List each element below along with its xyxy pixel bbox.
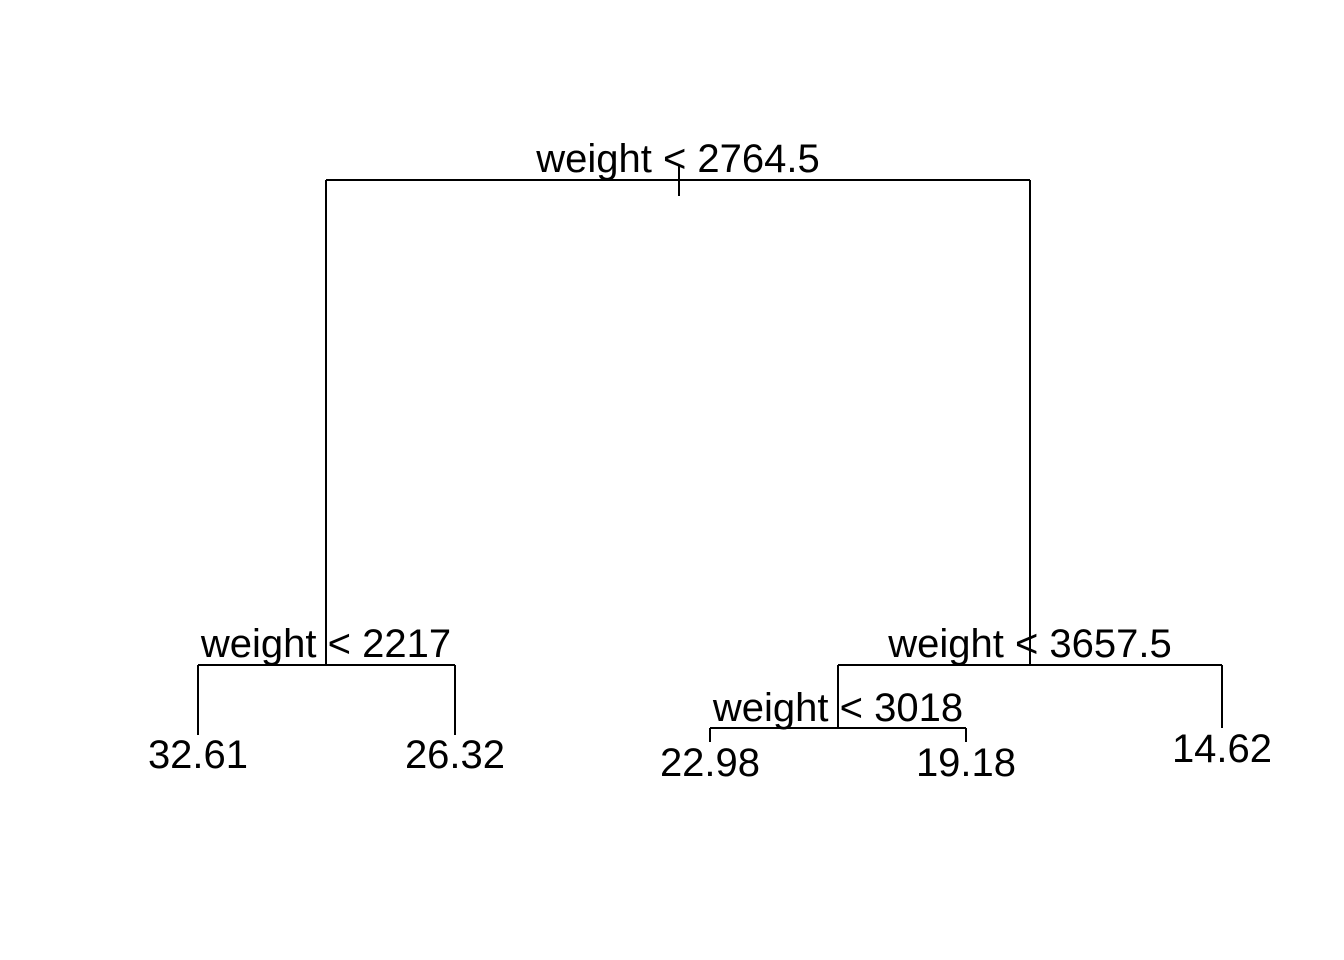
leaf-value-label: 19.18 <box>916 741 1016 785</box>
root-split-label: weight < 2764.5 <box>535 137 820 181</box>
right-split-label: weight < 3657.5 <box>887 622 1172 666</box>
right-left-split-label: weight < 3018 <box>712 686 963 730</box>
leaf-value-label: 22.98 <box>660 741 760 785</box>
leaf-value-label: 32.61 <box>148 733 248 777</box>
leaf-value-label: 14.62 <box>1172 727 1272 771</box>
leaf-value-label: 26.32 <box>405 733 505 777</box>
left-split-label: weight < 2217 <box>200 622 451 666</box>
